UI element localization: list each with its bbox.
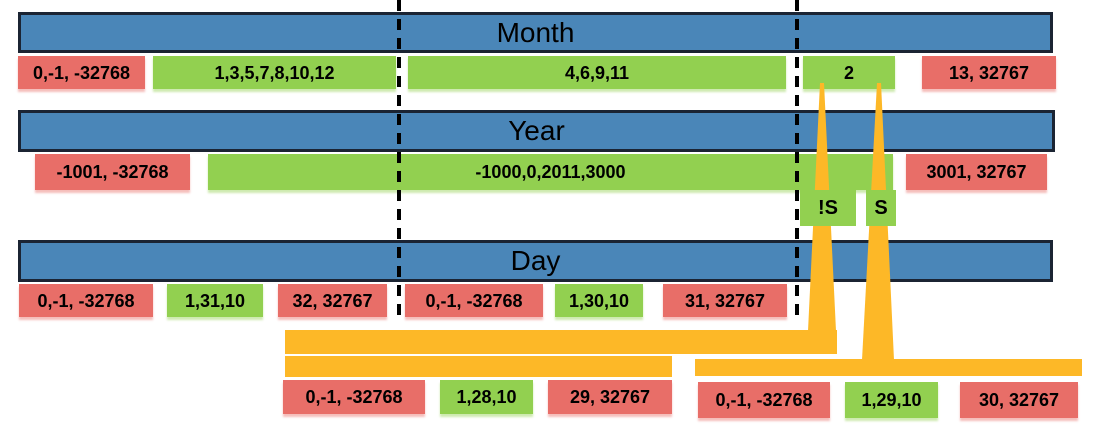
day-class-valid-30m: 1,30,10 <box>555 284 643 317</box>
feb-leap-invalid-low: 0,-1, -32768 <box>698 382 830 418</box>
funnel-bar-nonleap-upper <box>285 330 837 354</box>
month-bar: Month <box>18 12 1053 53</box>
year-class-valid: -1000,0,2011,3000 <box>208 154 893 190</box>
month-bar-title: Month <box>496 16 575 48</box>
day-class-valid-31m: 1,31,10 <box>167 284 263 317</box>
year-class-invalid-high: 3001, 32767 <box>906 154 1047 190</box>
feb-nonleap-invalid-high: 29, 32767 <box>548 380 672 414</box>
year-bar: Year <box>18 110 1055 152</box>
day-bar: Day <box>18 240 1053 282</box>
year-bar-title: Year <box>508 115 565 146</box>
leap-flag-leap: S <box>866 190 896 226</box>
feb-nonleap-valid: 1,28,10 <box>440 380 533 414</box>
day-class-invalid-low-31m: 0,-1, -32768 <box>19 284 153 317</box>
day-class-invalid-low-30m: 0,-1, -32768 <box>405 284 543 317</box>
month-class-31-day-months: 1,3,5,7,8,10,12 <box>153 56 396 89</box>
funnel-bar-nonleap-lower <box>285 356 672 377</box>
divider-dashed-right <box>795 0 799 323</box>
feb-leap-invalid-high: 30, 32767 <box>960 382 1078 418</box>
year-class-invalid-low: -1001, -32768 <box>35 154 190 190</box>
month-class-february: 2 <box>803 56 895 89</box>
leap-flag-not-leap: !S <box>800 190 856 226</box>
funnel-bar-leap <box>695 359 1082 376</box>
month-class-invalid-high: 13, 32767 <box>922 56 1056 89</box>
day-class-invalid-high-31m: 32, 32767 <box>278 284 387 317</box>
divider-dashed-left <box>397 0 401 318</box>
month-class-invalid-low: 0,-1, -32768 <box>18 56 145 89</box>
day-bar-title: Day <box>510 245 561 276</box>
day-class-invalid-high-30m: 31, 32767 <box>663 284 787 317</box>
month-class-30-day-months: 4,6,9,11 <box>408 56 786 89</box>
feb-nonleap-invalid-low: 0,-1, -32768 <box>283 380 425 414</box>
feb-leap-valid: 1,29,10 <box>845 382 938 418</box>
